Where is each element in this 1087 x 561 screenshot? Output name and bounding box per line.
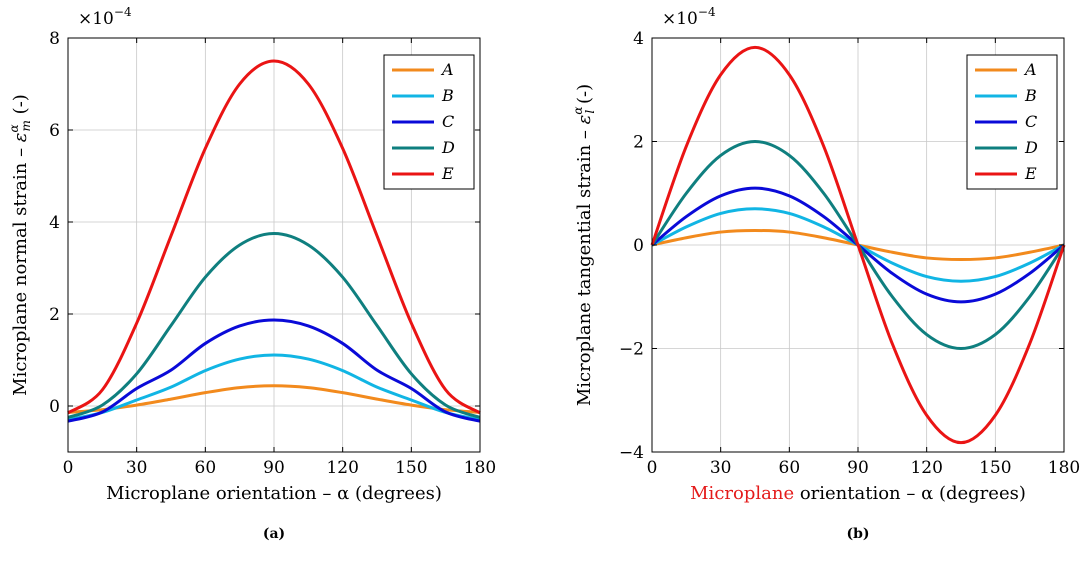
x-tick-label: 120 bbox=[326, 458, 358, 478]
legend-label-E: E bbox=[1024, 164, 1037, 183]
x-tick-label: 0 bbox=[63, 458, 74, 478]
legend-label-D: D bbox=[1024, 138, 1038, 157]
y-tick-label: 2 bbox=[49, 305, 60, 325]
y-tick-label: 8 bbox=[49, 29, 60, 49]
x-tick-label: 60 bbox=[195, 458, 217, 478]
legend-label-C: C bbox=[1025, 112, 1037, 131]
tick-marks bbox=[651, 37, 1065, 453]
series-line-E bbox=[67, 59, 481, 415]
x-tick-label: 30 bbox=[126, 458, 148, 478]
x-tick-label: 180 bbox=[1048, 458, 1080, 478]
y-tick-label: 4 bbox=[633, 29, 644, 49]
x-tick-label: 90 bbox=[847, 458, 869, 478]
axis-multiplier: ×10−4 bbox=[78, 5, 132, 29]
legend-label-A: A bbox=[440, 60, 454, 79]
chart-b: 0 30 60 90 120 150 180 −4 −2 0 2 4 ×10−4 Microplane o… bbox=[571, 5, 1080, 542]
y-axis-label: Microplane tangential strain – εαl (-) bbox=[571, 84, 597, 406]
legend-label-B: B bbox=[1024, 86, 1037, 105]
y-tick-label: 2 bbox=[633, 133, 644, 153]
x-tick-label: 0 bbox=[647, 458, 658, 478]
legend-label-D: D bbox=[441, 138, 455, 157]
y-tick-label: 0 bbox=[633, 236, 644, 256]
y-tick-label: 4 bbox=[49, 213, 60, 233]
x-tick-label: 150 bbox=[395, 458, 427, 478]
y-tick-label: −2 bbox=[619, 340, 644, 360]
x-axis-label: Microplane orientation – α (degrees) bbox=[106, 483, 442, 504]
x-tick-label: 180 bbox=[464, 458, 496, 478]
x-axis-label: Microplane orientation – α (degrees) bbox=[690, 483, 1026, 504]
subfigure-caption: (b) bbox=[846, 526, 869, 542]
series-line-C bbox=[67, 318, 481, 423]
y-tick-label: −4 bbox=[619, 443, 644, 463]
series-line-A bbox=[67, 384, 481, 414]
x-tick-label: 30 bbox=[710, 458, 732, 478]
chart-a: 0 30 60 90 120 150 180 0 2 4 6 8 ×10−4 Microplane ori… bbox=[7, 5, 496, 542]
legend-label-B: B bbox=[441, 86, 454, 105]
legend-label-E: E bbox=[441, 164, 454, 183]
y-tick-label: 6 bbox=[49, 121, 60, 141]
x-tick-label: 120 bbox=[910, 458, 942, 478]
legend-label-A: A bbox=[1023, 60, 1037, 79]
x-tick-label: 90 bbox=[263, 458, 285, 478]
series-line-B bbox=[67, 353, 481, 422]
series-line-D bbox=[67, 232, 481, 419]
legend-label-C: C bbox=[442, 112, 454, 131]
tick-marks bbox=[67, 37, 481, 452]
y-tick-label: 0 bbox=[49, 397, 60, 417]
y-axis-label: Microplane normal strain – εαm (-) bbox=[7, 94, 33, 396]
axis-multiplier: ×10−4 bbox=[662, 5, 716, 29]
subfigure-caption: (a) bbox=[263, 526, 285, 542]
x-tick-label: 150 bbox=[979, 458, 1011, 478]
x-tick-label: 60 bbox=[779, 458, 801, 478]
series-line-E bbox=[650, 45, 1066, 445]
